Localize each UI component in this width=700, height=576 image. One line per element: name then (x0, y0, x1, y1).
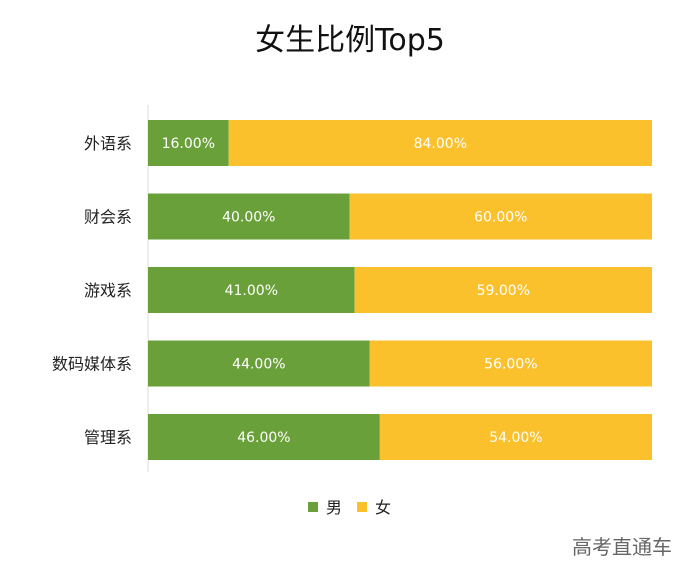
legend: 男女 (308, 498, 391, 517)
data-label: 60.00% (474, 210, 527, 226)
chart-title: 女生比例Top5 (255, 23, 445, 58)
data-label: 41.00% (225, 283, 278, 299)
legend-label: 女 (375, 498, 391, 517)
data-label: 54.00% (489, 430, 542, 446)
bar-segment (379, 414, 652, 460)
bar-segment (148, 340, 370, 387)
category-label: 外语系 (84, 134, 132, 153)
data-label: 56.00% (484, 357, 537, 373)
bar-segment (354, 267, 652, 313)
watermark: 高考直通车 (572, 535, 672, 559)
category-label: 财会系 (84, 208, 132, 227)
bar-segment (349, 193, 652, 240)
bar-segment (369, 340, 652, 387)
data-label: 59.00% (477, 283, 530, 299)
bars-group: 16.00% 84.00% 40.00% 60.00% 41.00% 59.00% 44.0… (148, 120, 652, 460)
data-label: 44.00% (232, 357, 285, 373)
legend-label: 男 (326, 498, 342, 517)
category-label: 管理系 (84, 428, 132, 447)
category-label: 游戏系 (84, 281, 132, 300)
data-label: 84.00% (414, 136, 467, 152)
bar-segment (148, 193, 350, 240)
bar-segment (148, 267, 355, 313)
legend-swatch (357, 502, 367, 512)
legend-swatch (308, 502, 318, 512)
bar-segment (228, 120, 652, 166)
category-label: 数码媒体系 (52, 355, 132, 374)
data-label: 46.00% (237, 430, 290, 446)
data-label: 16.00% (162, 136, 215, 152)
data-label: 40.00% (222, 210, 275, 226)
bar-segment (148, 120, 229, 166)
bar-segment (148, 414, 380, 460)
